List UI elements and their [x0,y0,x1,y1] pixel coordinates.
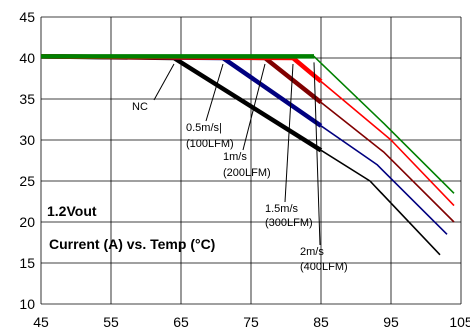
series-line-2 [40,55,455,223]
vout-label: 1.2Vout [47,203,97,219]
chart-title: Current (A) vs. Temp (°C) [49,236,215,252]
y-tick-label: 10 [19,296,35,312]
annotation-leader-4 [313,62,321,246]
annotation-label-3: (300LFM) [265,217,313,229]
annotation-leader-2 [242,63,266,151]
annotation-label-3: 1.5m/s [265,203,299,215]
annotation-label-2: 1m/s [223,151,247,163]
annotations-layer: NC 0.5m/s| (100LFM)1m/s (200LFM) 1.5m/s (300L… [132,62,348,273]
annotation-label-0: NC [132,101,148,113]
x-tick-label: 105 [449,314,470,330]
annotation-leader-0 [153,63,175,101]
annotation-label-1: 0.5m/s| [186,122,222,134]
annotation-leader-3 [284,63,294,203]
y-tick-label: 15 [19,255,35,271]
annotation-label-1: (100LFM) [186,138,234,150]
annotation-leader-1 [205,63,224,122]
y-tick-label: 25 [19,173,35,189]
series-layer [40,54,455,256]
tick-labels: 10 15 20 25 30 35 40 45 45 55 65 75 85 95 105 [19,9,470,330]
annotation-label-4: (400LFM) [300,261,348,273]
annotation-label-4: 2m/s [300,246,324,258]
x-tick-label: 55 [103,314,119,330]
y-tick-label: 40 [19,50,35,66]
x-tick-label: 85 [313,314,329,330]
x-tick-label: 95 [383,314,399,330]
y-tick-label: 20 [19,214,35,230]
y-tick-label: 45 [19,9,35,25]
y-tick-label: 35 [19,91,35,107]
annotation-label-2: (200LFM) [223,167,271,179]
y-tick-label: 30 [19,132,35,148]
x-tick-label: 65 [173,314,189,330]
x-tick-label: 75 [243,314,259,330]
x-tick-label: 45 [33,314,49,330]
